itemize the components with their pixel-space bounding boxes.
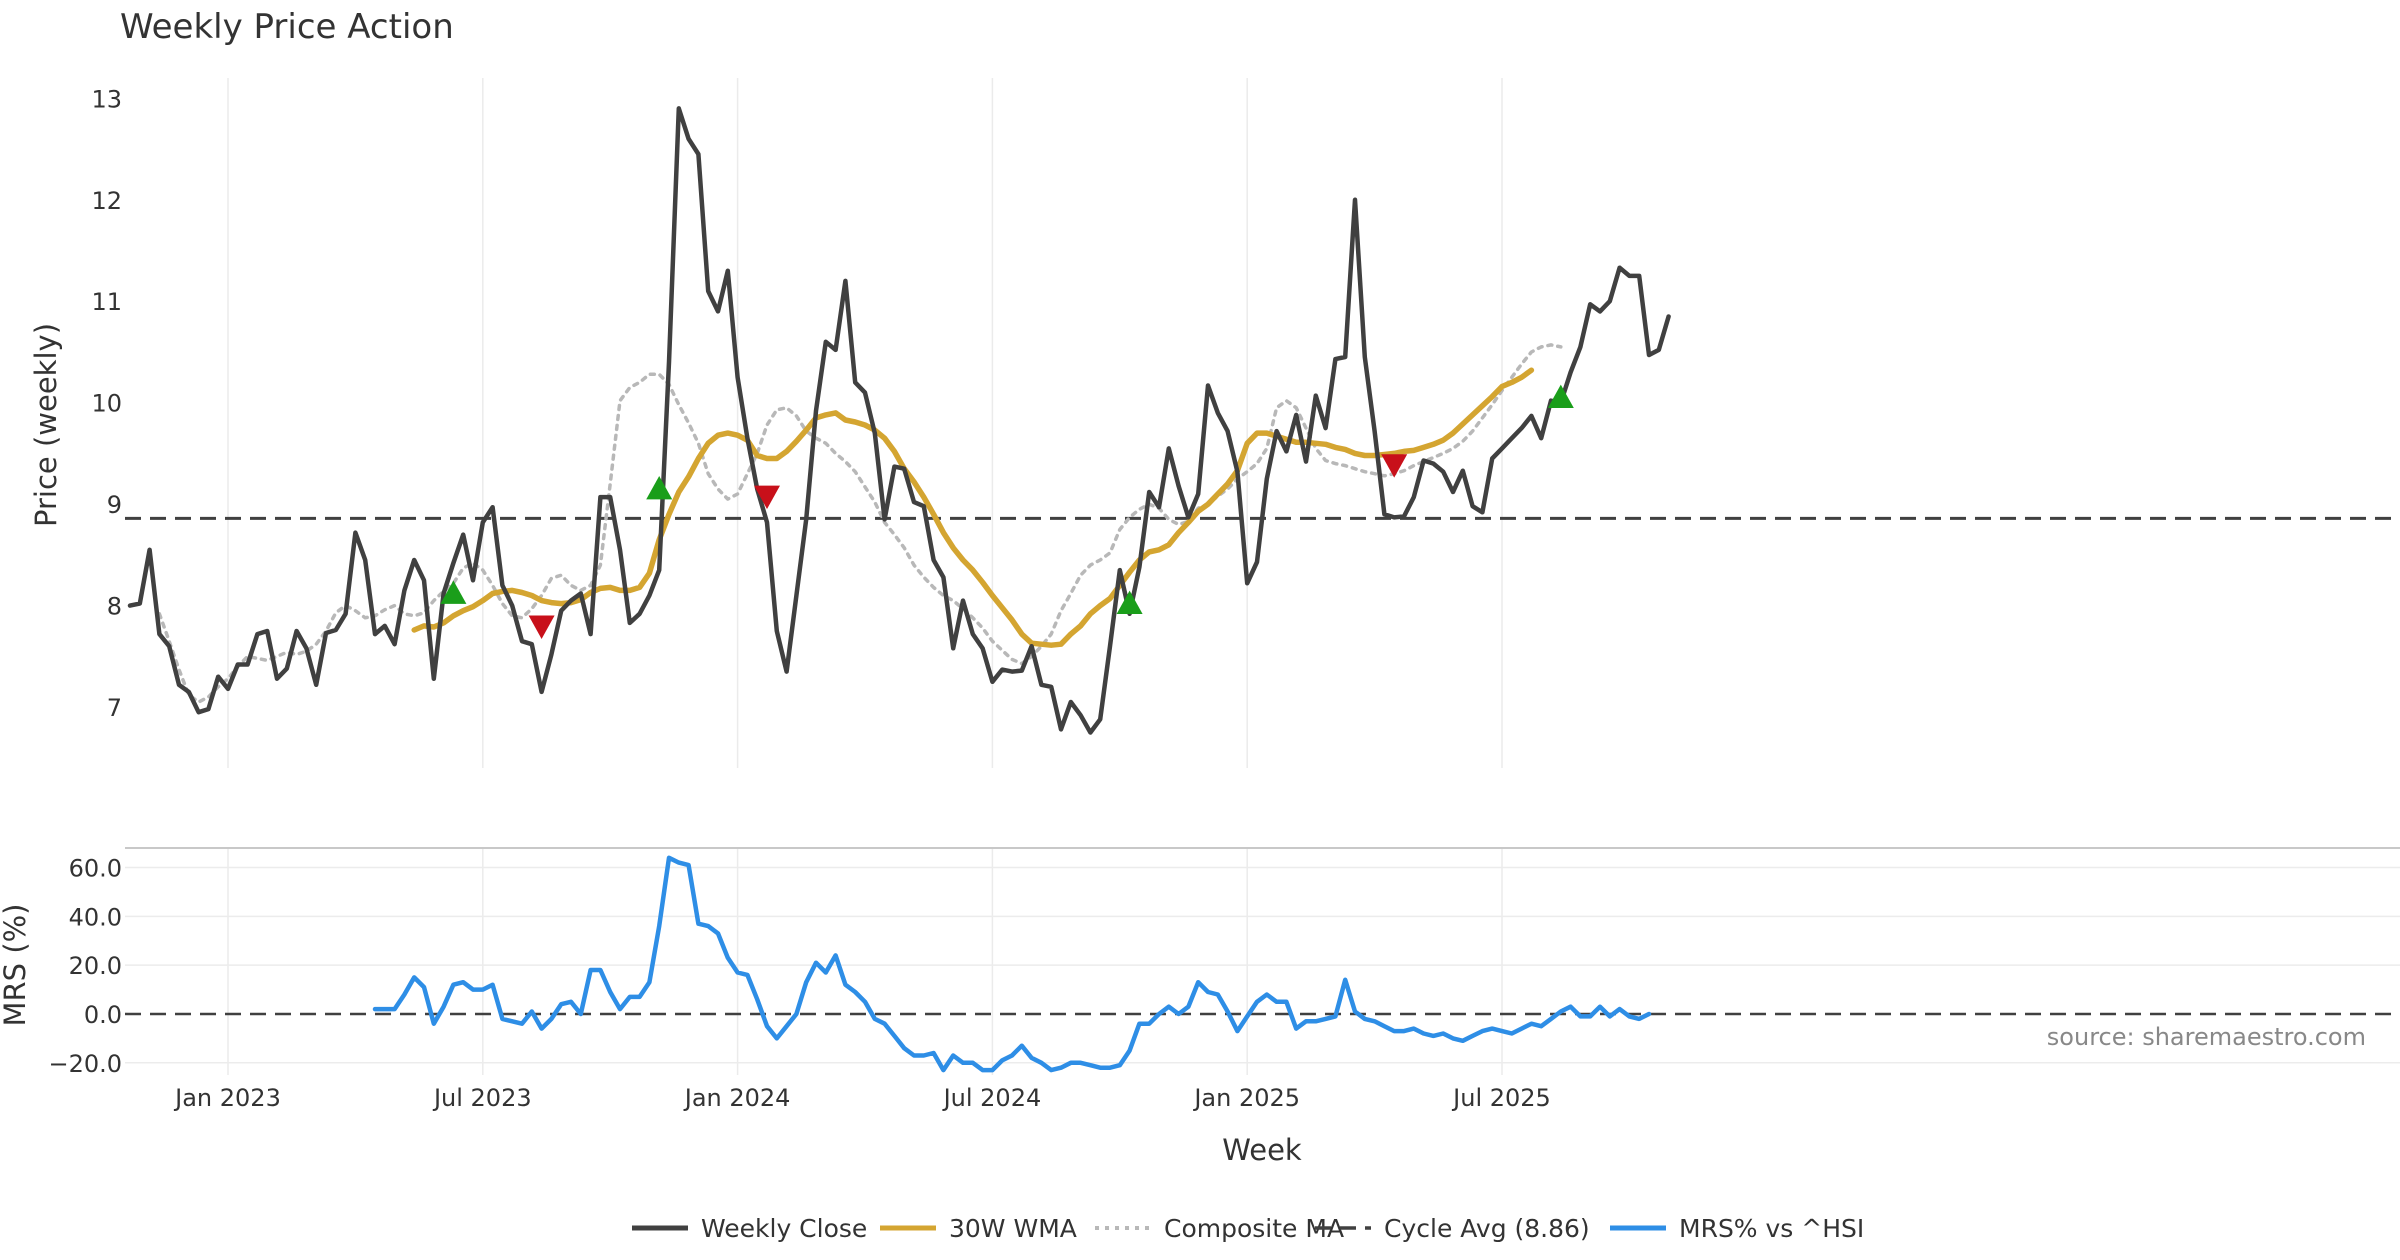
x-tick-label: Jan 2025 — [1192, 1084, 1300, 1112]
price-y-axis: 7 8 9 10 11 12 13 — [91, 85, 122, 722]
price-y-tick-label: 10 — [91, 390, 122, 418]
mrs-y-axis: 60.0 40.0 20.0 0.0 −20.0 — [48, 855, 122, 1078]
mrs-gridlines — [125, 847, 2400, 1075]
buy-signal-marker — [440, 580, 467, 604]
mrs-line — [372, 855, 1652, 1073]
x-tick-label: Jan 2023 — [173, 1084, 281, 1112]
mrs-y-axis-label: MRS (%) — [0, 904, 32, 1027]
weekly-close-line — [127, 106, 1671, 735]
buy-signal-marker — [646, 475, 673, 500]
price-y-axis-label: Price (weekly) — [29, 323, 63, 527]
legend-label: Cycle Avg (8.86) — [1384, 1214, 1590, 1243]
price-y-tick-label: 12 — [91, 187, 122, 215]
buy-signal-marker — [1116, 590, 1143, 615]
mrs-series — [125, 855, 2400, 1073]
mrs-y-tick-label: 40.0 — [69, 903, 122, 931]
mrs-panel: 60.0 40.0 20.0 0.0 −20.0 MRS (%) source: sha… — [0, 847, 2400, 1078]
x-tick-label: Jul 2023 — [432, 1084, 532, 1112]
price-series — [125, 106, 2400, 735]
price-y-tick-label: 13 — [91, 85, 122, 113]
sell-signal-marker — [754, 485, 780, 510]
x-tick-label: Jan 2024 — [683, 1084, 791, 1112]
sell-signal-marker — [528, 615, 555, 639]
composite-ma-line — [157, 343, 1563, 704]
x-tick-label: Jul 2025 — [1451, 1084, 1551, 1112]
mrs-y-tick-label: 60.0 — [69, 855, 122, 883]
mrs-y-tick-label: −20.0 — [48, 1050, 122, 1078]
source-attribution: source: sharemaestro.com — [2047, 1023, 2366, 1051]
legend: Weekly Close 30W WMA Composite MA Cycle Avg… — [632, 1214, 1864, 1243]
mrs-y-tick-label: 20.0 — [69, 952, 122, 980]
legend-label: MRS% vs ^HSI — [1679, 1214, 1864, 1243]
mrs-y-tick-label: 0.0 — [84, 1001, 122, 1029]
sell-signal-marker — [1381, 454, 1408, 478]
chart-title: Weekly Price Action — [120, 7, 454, 47]
price-gridlines — [227, 78, 1503, 768]
x-axis: Jan 2023 Jul 2023 Jan 2024 Jul 2024 Jan 2025… — [173, 1084, 1551, 1112]
buy-signal-marker — [1547, 384, 1574, 409]
legend-label: Weekly Close — [701, 1214, 867, 1243]
legend-label: 30W WMA — [949, 1214, 1077, 1243]
price-y-tick-label: 7 — [107, 694, 122, 722]
x-axis-label: Week — [1222, 1133, 1302, 1167]
price-panel: 7 8 9 10 11 12 13 Price (weekly) — [29, 78, 2400, 768]
price-y-tick-label: 9 — [107, 491, 122, 519]
price-y-tick-label: 11 — [91, 288, 122, 316]
wma-30w-line — [411, 367, 1535, 648]
x-tick-label: Jul 2024 — [942, 1084, 1042, 1112]
price-y-tick-label: 8 — [107, 593, 122, 621]
legend-label: Composite MA — [1164, 1214, 1344, 1243]
signal-markers — [440, 384, 1574, 639]
